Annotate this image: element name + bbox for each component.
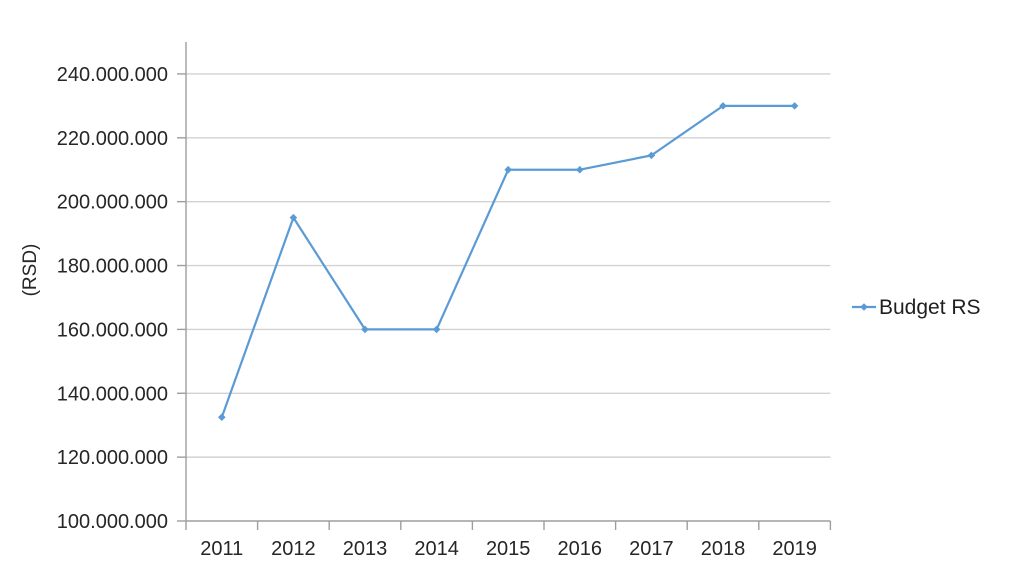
data-point-marker xyxy=(289,213,298,222)
legend-label: Budget RS xyxy=(879,296,981,319)
x-tick-label: 2012 xyxy=(271,538,316,560)
x-tick-label: 2014 xyxy=(414,538,459,560)
y-tick-label: 200.000.000 xyxy=(57,192,168,214)
legend: Budget RS xyxy=(852,296,981,319)
y-tick-label: 120.000.000 xyxy=(57,447,168,469)
x-tick-label: 2016 xyxy=(558,538,603,560)
y-tick-label: 160.000.000 xyxy=(57,319,168,341)
x-tick-label: 2019 xyxy=(772,538,817,560)
y-tick-label: 140.000.000 xyxy=(57,383,168,405)
y-tick-label: 100.000.000 xyxy=(57,511,168,533)
data-point-marker xyxy=(576,165,584,174)
y-axis-title: (RSD) xyxy=(20,244,41,297)
y-tick-label: 220.000.000 xyxy=(57,128,168,150)
x-tick-label: 2013 xyxy=(343,538,388,560)
data-point-marker xyxy=(790,102,799,110)
data-point-marker xyxy=(504,165,512,174)
x-tick-label: 2017 xyxy=(629,538,674,560)
data-point-marker xyxy=(719,102,727,110)
data-point-marker xyxy=(218,413,226,422)
x-tick-label: 2018 xyxy=(701,538,746,560)
y-tick-label: 240.000.000 xyxy=(57,64,168,86)
y-tick-label: 180.000.000 xyxy=(57,256,168,278)
data-point-marker xyxy=(361,325,369,334)
x-tick-label: 2015 xyxy=(486,538,531,560)
series-line xyxy=(220,104,795,418)
legend-diamond-icon xyxy=(860,303,868,311)
data-point-marker xyxy=(647,151,656,160)
data-point-marker xyxy=(432,325,441,334)
x-tick-label: 2011 xyxy=(200,538,243,560)
